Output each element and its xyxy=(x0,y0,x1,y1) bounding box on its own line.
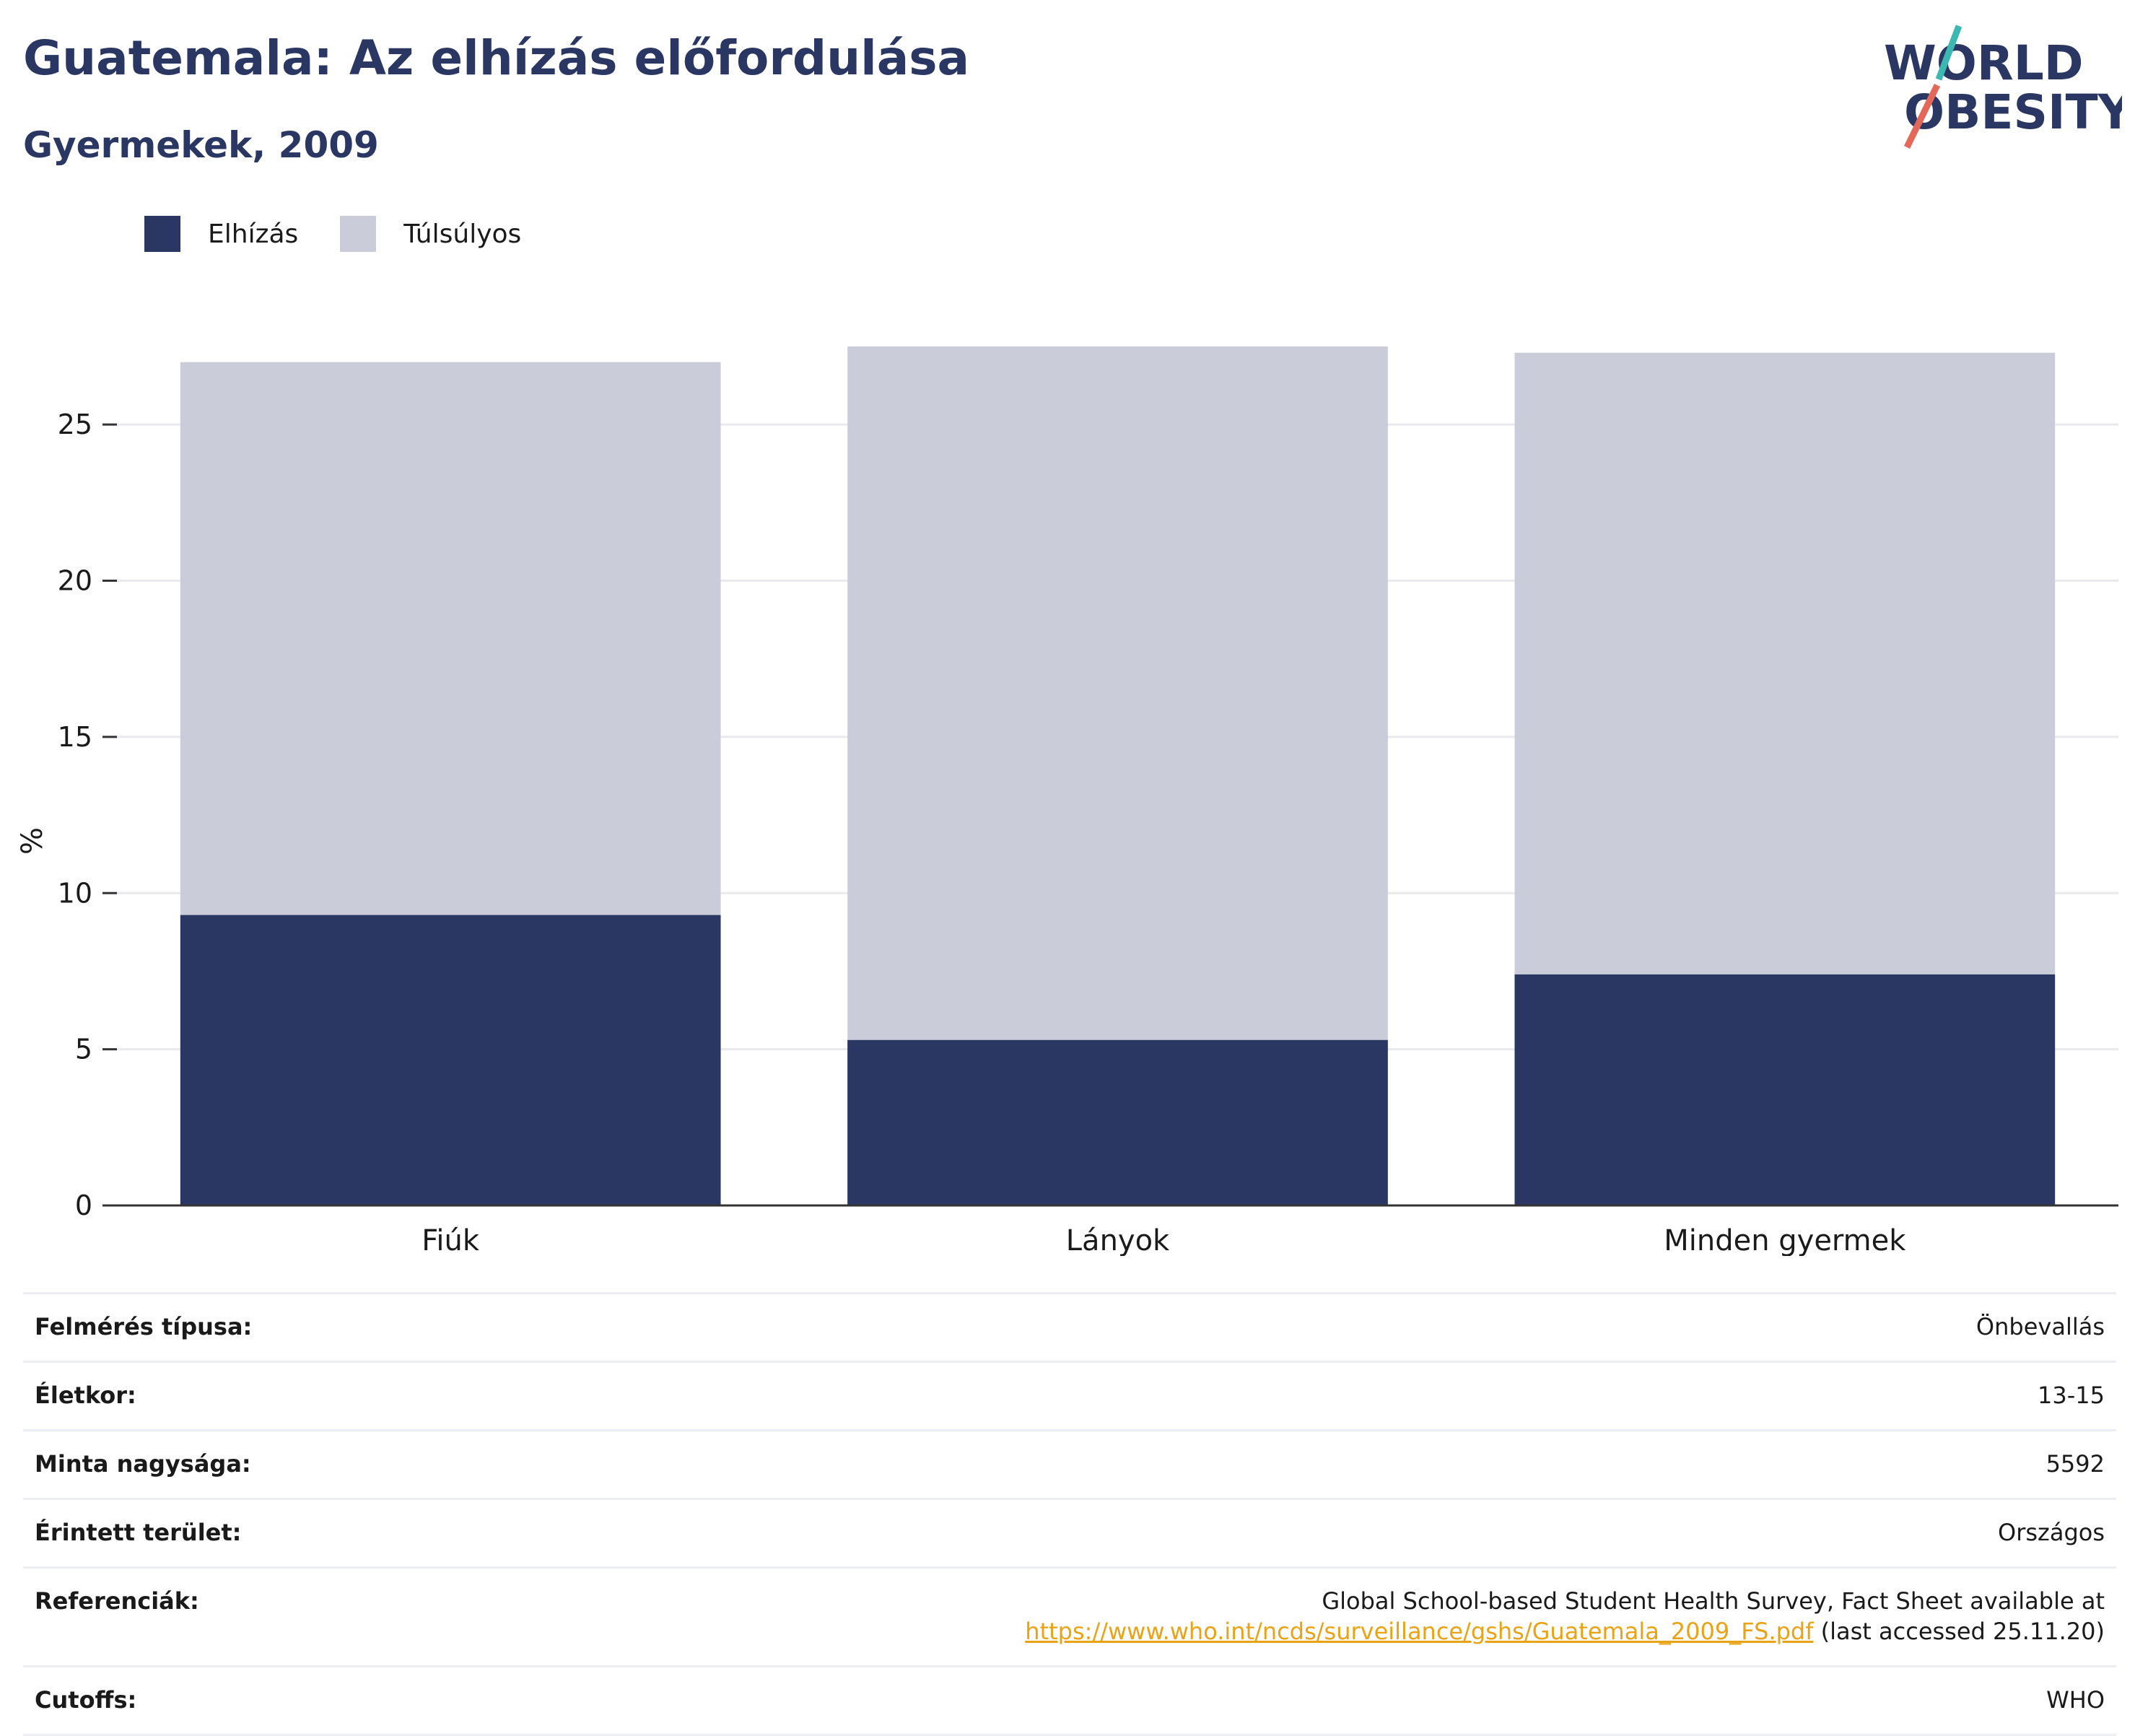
y-axis-label: % xyxy=(16,827,49,855)
info-row-references: Referenciák: Global School-based Student… xyxy=(23,1566,2116,1665)
bar-chart: 0 5 10 15 20 25 Fiúk Lányok Minden gyermek % xyxy=(16,346,2118,1256)
chart-legend: Elhízás Túlsúlyos xyxy=(144,214,563,254)
info-value: Országos xyxy=(1998,1519,2105,1546)
x-axis-ticks: Fiúk Lányok Minden gyermek xyxy=(422,1224,1906,1256)
chart-bars xyxy=(180,346,2056,1205)
legend-swatch-overweight xyxy=(340,216,377,252)
y-tick-label: 10 xyxy=(58,877,92,909)
info-row-sample-size: Minta nagysága: 5592 xyxy=(23,1429,2116,1498)
logo-slash-teal xyxy=(1935,25,1962,81)
logo-word-obesity: OBESITY xyxy=(1904,84,2122,140)
legend-label-obesity: Elhízás xyxy=(208,219,299,249)
world-obesity-logo: WORLD OBESITY xyxy=(1884,25,2122,149)
bar-overweight[interactable] xyxy=(847,346,1388,1040)
info-label: Referenciák: xyxy=(35,1587,199,1615)
info-label: Felmérés típusa: xyxy=(35,1313,253,1340)
page-subtitle: Gyermekek, 2009 xyxy=(23,124,379,166)
logo-slash-coral xyxy=(1903,84,1941,149)
info-row-survey-type: Felmérés típusa: Önbevallás xyxy=(23,1292,2116,1361)
logo-word-world: WORLD xyxy=(1884,35,2084,91)
info-row-age: Életkor: 13-15 xyxy=(23,1361,2116,1429)
bar-overweight[interactable] xyxy=(180,362,721,915)
legend-swatch-obesity xyxy=(144,216,180,252)
info-label: Minta nagysága: xyxy=(35,1450,251,1478)
info-value: 13-15 xyxy=(2038,1382,2105,1409)
legend-item-overweight[interactable]: Túlsúlyos xyxy=(340,216,521,252)
reference-text: Global School-based Student Health Surve… xyxy=(1322,1587,2105,1615)
bar-obesity[interactable] xyxy=(180,915,721,1205)
x-tick-label: Lányok xyxy=(1066,1224,1170,1256)
reference-suffix: (last accessed 25.11.20) xyxy=(1813,1618,2105,1645)
info-label: Életkor: xyxy=(35,1382,136,1409)
y-tick-label: 5 xyxy=(75,1034,92,1065)
info-value: 5592 xyxy=(2046,1450,2105,1478)
y-tick-label: 20 xyxy=(58,565,92,597)
legend-item-obesity[interactable]: Elhízás xyxy=(144,216,298,252)
info-label: Cutoffs: xyxy=(35,1686,137,1714)
legend-label-overweight: Túlsúlyos xyxy=(403,219,522,249)
bar-obesity[interactable] xyxy=(1514,974,2056,1205)
y-tick-label: 15 xyxy=(58,721,92,753)
x-tick-label: Minden gyermek xyxy=(1664,1224,1906,1256)
info-row-cutoffs: Cutoffs: WHO xyxy=(23,1665,2116,1736)
reference-link[interactable]: https://www.who.int/ncds/surveillance/gs… xyxy=(1025,1618,1814,1645)
y-tick-label: 25 xyxy=(58,409,92,440)
info-label: Érintett terület: xyxy=(35,1519,242,1546)
page-title: Guatemala: Az elhízás előfordulása xyxy=(23,30,970,86)
bar-obesity[interactable] xyxy=(847,1039,1388,1205)
x-tick-label: Fiúk xyxy=(422,1224,480,1256)
info-value: WHO xyxy=(2046,1686,2105,1714)
survey-info-table: Felmérés típusa: Önbevallás Életkor: 13-… xyxy=(23,1292,2116,1736)
info-value: Önbevallás xyxy=(1975,1313,2105,1340)
y-axis-ticks: 0 5 10 15 20 25 xyxy=(58,409,117,1221)
info-value-references: Global School-based Student Health Surve… xyxy=(1025,1586,2105,1646)
info-row-area: Érintett terület: Országos xyxy=(23,1498,2116,1566)
y-tick-label: 0 xyxy=(75,1190,92,1221)
bar-overweight[interactable] xyxy=(1514,352,2056,974)
